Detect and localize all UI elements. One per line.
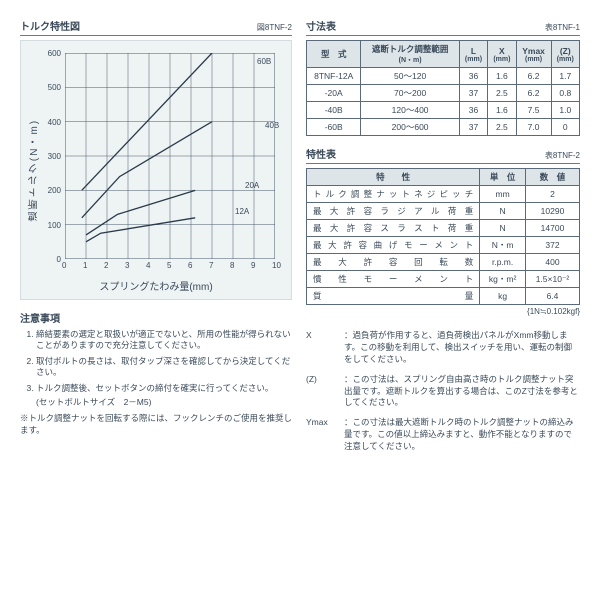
table-row: -20A70～200372.56.20.8 bbox=[307, 85, 580, 102]
table-row: -40B120～400361.67.51.0 bbox=[307, 102, 580, 119]
table-row: トルク調整ナットネジピッチmm2 bbox=[307, 186, 580, 203]
series-label: 40B bbox=[265, 121, 279, 130]
table-header: L(mm) bbox=[459, 41, 487, 68]
table-row: 最 大 許 容 ラ ジ ア ル 荷 重N10290 bbox=[307, 203, 580, 220]
chart-ref: 図8TNF-2 bbox=[257, 22, 292, 33]
table-header: 数 値 bbox=[525, 169, 579, 186]
definition-row: X：過負荷が作用すると、過負荷検出パネルがXmm移動します。この移動を利用して、… bbox=[306, 330, 580, 366]
series-label: 20A bbox=[245, 181, 259, 190]
notes-sub: (セットボルトサイズ 2－M5) bbox=[36, 396, 292, 408]
chart-title: トルク特性図 bbox=[20, 18, 80, 33]
table-row: 質 量kg6.4 bbox=[307, 288, 580, 305]
series-label: 60B bbox=[257, 57, 271, 66]
definition-row: Ymax：この寸法は最大遮断トルク時のトルク調整ナットの締込み量です。この値以上… bbox=[306, 417, 580, 453]
dimension-table: 型 式遮断トルク調整範囲(N・m)L(mm)X(mm)Ymax(mm)(Z)(m… bbox=[306, 40, 580, 136]
notes-title: 注意事項 bbox=[20, 310, 292, 325]
char-ref: 表8TNF-2 bbox=[545, 150, 580, 161]
note-item: 締結要素の選定と取扱いが適正でないと、所用の性能が得られないことがありますので充… bbox=[36, 329, 292, 352]
table-header: Ymax(mm) bbox=[516, 41, 551, 68]
table-header: (Z)(mm) bbox=[551, 41, 579, 68]
definition-row: (Z)：この寸法は、スプリング自由高さ時のトルク調整ナット突出量です。遮断トルク… bbox=[306, 374, 580, 410]
table-row: 最 大 許 容 曲 げ モ ー メ ン トN・m372 bbox=[307, 237, 580, 254]
table-row: 8TNF-12A50～120361.66.21.7 bbox=[307, 68, 580, 85]
table-header: 型 式 bbox=[307, 41, 361, 68]
symbol-definitions: X：過負荷が作用すると、過負荷検出パネルがXmm移動します。この移動を利用して、… bbox=[306, 330, 580, 453]
table-header: 遮断トルク調整範囲(N・m) bbox=[361, 41, 459, 68]
dim-title: 寸法表 bbox=[306, 18, 336, 33]
char-footnote: {1N≒0.102kgf} bbox=[306, 307, 580, 316]
chart-xlabel: スプリングたわみ量(mm) bbox=[99, 278, 212, 293]
char-title: 特性表 bbox=[306, 146, 336, 161]
table-header: 単 位 bbox=[480, 169, 526, 186]
notes-list: 締結要素の選定と取扱いが適正でないと、所用の性能が得られないことがありますので充… bbox=[20, 329, 292, 394]
note-item: 取付ボルトの長さは、取付タップ深さを確認してから決定してください。 bbox=[36, 356, 292, 379]
chart-ylabel: 遮断トルク(N・m) bbox=[27, 119, 42, 221]
torque-chart: 遮断トルク(N・m) スプリングたわみ量(mm) 012345678910010… bbox=[20, 40, 292, 300]
dim-ref: 表8TNF-1 bbox=[545, 22, 580, 33]
table-header: X(mm) bbox=[488, 41, 516, 68]
note-item: トルク調整後、セットボタンの締付を確実に行ってください。 bbox=[36, 383, 292, 394]
table-row: 最 大 許 容 回 転 数r.p.m.400 bbox=[307, 254, 580, 271]
table-row: -60B200～600372.57.00 bbox=[307, 119, 580, 136]
table-header: 特 性 bbox=[307, 169, 480, 186]
table-row: 最 大 許 容 ス ラ ス ト 荷 重N14700 bbox=[307, 220, 580, 237]
characteristics-table: 特 性単 位数 値トルク調整ナットネジピッチmm2最 大 許 容 ラ ジ ア ル… bbox=[306, 168, 580, 305]
notes-star: ※トルク調整ナットを回転する際には、フックレンチのご使用を推奨します。 bbox=[20, 412, 292, 436]
table-row: 慣 性 モ ー メ ン トkg・m²1.5×10⁻² bbox=[307, 271, 580, 288]
series-label: 12A bbox=[235, 207, 249, 216]
